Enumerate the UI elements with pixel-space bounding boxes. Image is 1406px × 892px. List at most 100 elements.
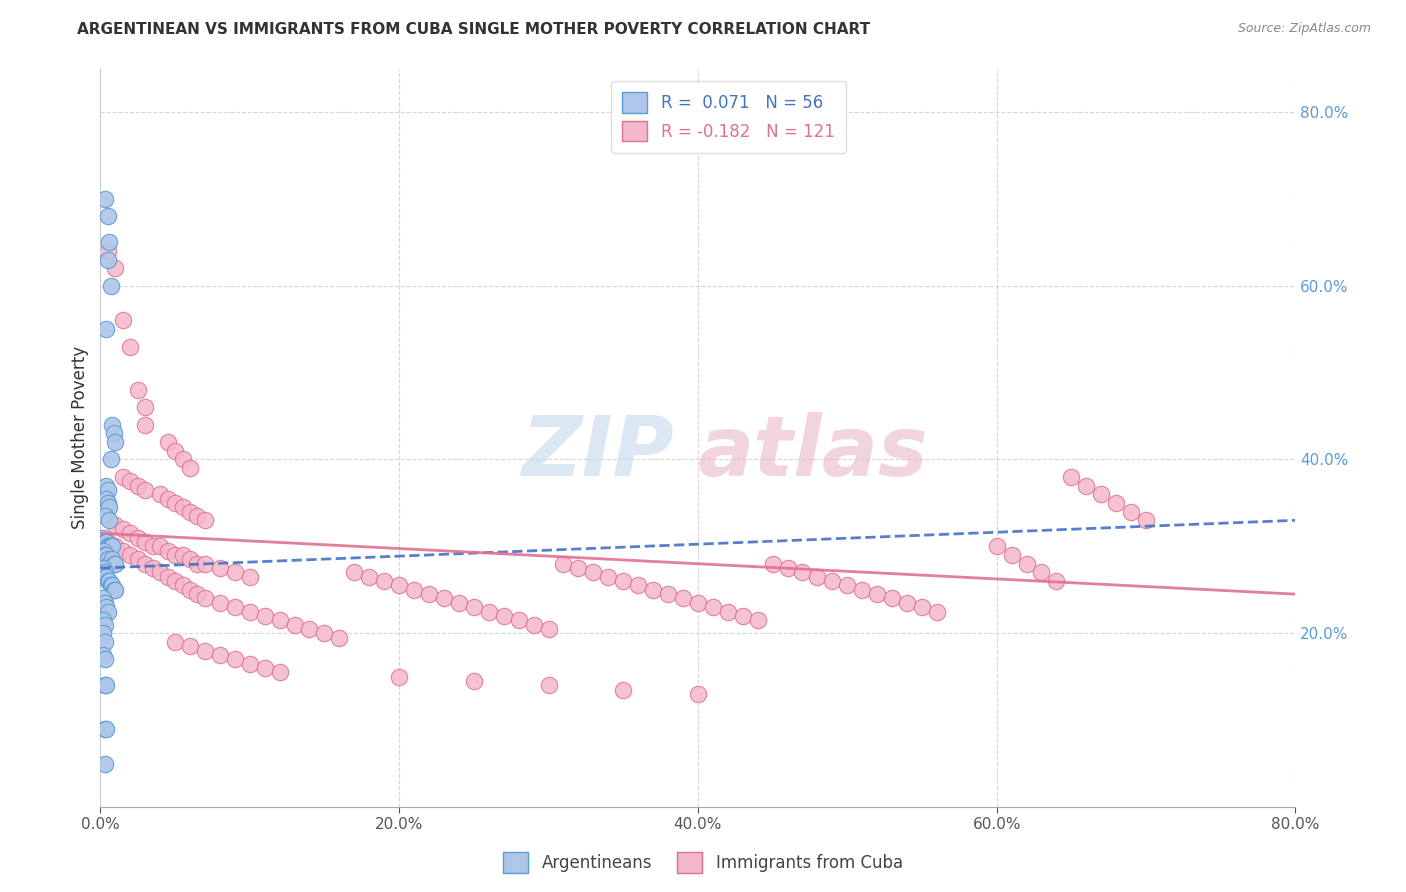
Point — [156, 435, 179, 450]
Point — [388, 670, 411, 684]
Point — [156, 570, 179, 584]
Point — [98, 574, 121, 588]
Point — [269, 613, 291, 627]
Point — [134, 417, 156, 432]
Point — [97, 574, 120, 588]
Point — [179, 552, 201, 566]
Point — [747, 613, 769, 627]
Point — [91, 561, 114, 575]
Point — [686, 596, 709, 610]
Point — [643, 582, 665, 597]
Point — [97, 209, 120, 223]
Point — [149, 539, 172, 553]
Point — [343, 566, 366, 580]
Point — [142, 561, 165, 575]
Point — [911, 600, 934, 615]
Legend: Argentineans, Immigrants from Cuba: Argentineans, Immigrants from Cuba — [496, 846, 910, 880]
Point — [163, 635, 186, 649]
Point — [100, 452, 122, 467]
Point — [224, 566, 246, 580]
Point — [104, 435, 127, 450]
Point — [96, 535, 118, 549]
Point — [97, 252, 120, 267]
Point — [208, 596, 231, 610]
Point — [120, 526, 142, 541]
Point — [97, 244, 120, 258]
Point — [94, 722, 117, 736]
Point — [359, 570, 381, 584]
Point — [91, 543, 114, 558]
Point — [523, 617, 546, 632]
Point — [104, 582, 127, 597]
Point — [103, 582, 125, 597]
Point — [96, 570, 118, 584]
Point — [94, 635, 117, 649]
Point — [94, 756, 117, 771]
Point — [97, 552, 120, 566]
Text: ZIP: ZIP — [522, 412, 673, 493]
Point — [172, 452, 194, 467]
Point — [224, 652, 246, 666]
Point — [179, 640, 201, 654]
Point — [194, 591, 217, 606]
Point — [239, 605, 262, 619]
Point — [94, 548, 117, 562]
Point — [269, 665, 291, 680]
Point — [1031, 566, 1053, 580]
Point — [373, 574, 395, 588]
Point — [149, 487, 172, 501]
Point — [96, 491, 118, 506]
Point — [97, 535, 120, 549]
Point — [127, 383, 149, 397]
Point — [96, 322, 118, 336]
Point — [163, 548, 186, 562]
Point — [91, 531, 114, 545]
Point — [120, 474, 142, 488]
Point — [104, 517, 127, 532]
Point — [94, 508, 117, 523]
Point — [91, 591, 114, 606]
Point — [120, 548, 142, 562]
Point — [1045, 574, 1067, 588]
Point — [239, 570, 262, 584]
Point — [1105, 496, 1128, 510]
Point — [97, 496, 120, 510]
Point — [194, 643, 217, 657]
Point — [94, 678, 117, 692]
Point — [163, 496, 186, 510]
Point — [194, 557, 217, 571]
Point — [96, 478, 118, 492]
Point — [98, 557, 121, 571]
Point — [104, 261, 127, 276]
Point — [91, 626, 114, 640]
Point — [328, 631, 350, 645]
Point — [224, 600, 246, 615]
Point — [567, 561, 589, 575]
Point — [896, 596, 918, 610]
Point — [433, 591, 456, 606]
Point — [1060, 470, 1083, 484]
Point — [94, 535, 117, 549]
Point — [986, 539, 1008, 553]
Point — [96, 548, 118, 562]
Point — [208, 561, 231, 575]
Point — [127, 478, 149, 492]
Text: Source: ZipAtlas.com: Source: ZipAtlas.com — [1237, 22, 1371, 36]
Point — [866, 587, 889, 601]
Point — [104, 539, 127, 553]
Point — [103, 426, 125, 441]
Point — [657, 587, 679, 601]
Point — [1121, 505, 1143, 519]
Point — [179, 461, 201, 475]
Point — [792, 566, 814, 580]
Point — [508, 613, 530, 627]
Point — [127, 531, 149, 545]
Point — [253, 661, 276, 675]
Point — [101, 417, 124, 432]
Point — [156, 543, 179, 558]
Point — [925, 605, 948, 619]
Point — [134, 535, 156, 549]
Point — [882, 591, 904, 606]
Point — [672, 591, 695, 606]
Point — [717, 605, 740, 619]
